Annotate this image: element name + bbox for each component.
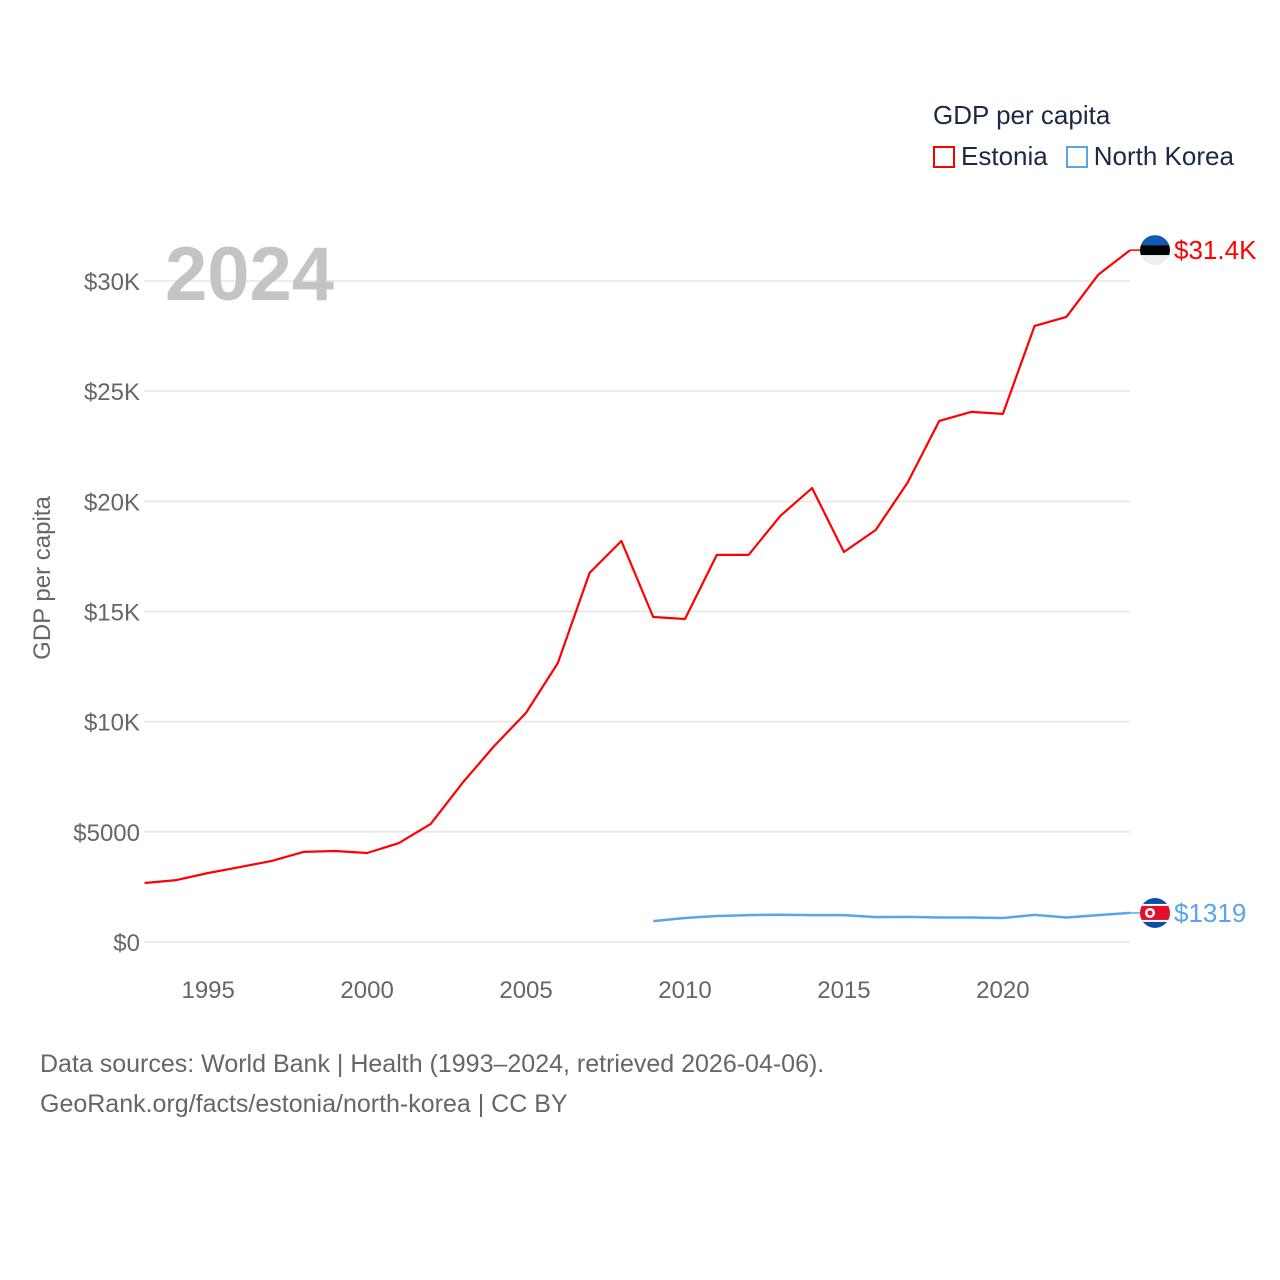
x-tick-label: 2015 xyxy=(817,977,870,1004)
grid-lines xyxy=(144,280,1130,943)
y-tick-label: $10K xyxy=(84,710,140,737)
x-tick-label: 2000 xyxy=(340,977,393,1004)
north-korea-flag-icon xyxy=(1140,897,1170,928)
data-source-note: Data sources: World Bank | Health (1993–… xyxy=(40,1050,825,1078)
y-tick-label: $25K xyxy=(84,379,140,406)
legend-item-estonia[interactable]: Estonia xyxy=(933,141,1048,172)
estonia-flag-icon xyxy=(1140,235,1170,266)
end-value-label: $1319 xyxy=(1174,898,1246,928)
legend: GDP per capita Estonia North Korea xyxy=(933,100,1234,172)
x-tick-label: 2005 xyxy=(499,977,552,1004)
flag-stripe xyxy=(1140,255,1170,266)
y-tick-label: $0 xyxy=(113,930,140,957)
source-link[interactable]: GeoRank.org/facts/estonia/north-korea | … xyxy=(40,1090,568,1118)
y-axis: $0 $5000 $10K $15K $20K $25K $30K xyxy=(73,269,140,957)
legend-title: GDP per capita xyxy=(933,100,1111,130)
end-labels: $31.4K $1319 xyxy=(1130,235,1257,928)
y-tick-label: $30K xyxy=(84,269,140,296)
legend-item-north-korea[interactable]: North Korea xyxy=(1065,141,1234,172)
flag-body xyxy=(1140,897,1170,928)
series-line-estonia xyxy=(144,249,1131,885)
footer: Data sources: World Bank | Health (1993–… xyxy=(40,1044,824,1124)
legend-label: Estonia xyxy=(961,141,1048,171)
y-axis-label: GDP per capita xyxy=(29,496,56,660)
legend-swatch-estonia xyxy=(933,145,955,168)
legend-swatch-north-korea xyxy=(1065,145,1088,168)
x-tick-label: 1995 xyxy=(181,977,234,1004)
x-tick-label: 2010 xyxy=(658,977,711,1004)
flag-star xyxy=(1147,910,1153,916)
series-lines xyxy=(144,249,1131,923)
series-line-north-korea xyxy=(653,911,1131,923)
y-tick-label: $5000 xyxy=(73,820,140,847)
flag-stripe xyxy=(1140,235,1170,246)
flag-stripe xyxy=(1140,245,1170,256)
legend-label: North Korea xyxy=(1093,141,1234,171)
year-label: 2024 xyxy=(165,232,334,317)
end-value-label: $31.4K xyxy=(1174,235,1257,265)
x-tick-label: 2020 xyxy=(976,977,1029,1004)
y-tick-label: $15K xyxy=(84,600,140,627)
flag-body xyxy=(1140,235,1170,266)
y-tick-label: $20K xyxy=(84,489,140,516)
x-axis: 1995 2000 2005 2010 2015 2020 xyxy=(181,977,1029,1004)
